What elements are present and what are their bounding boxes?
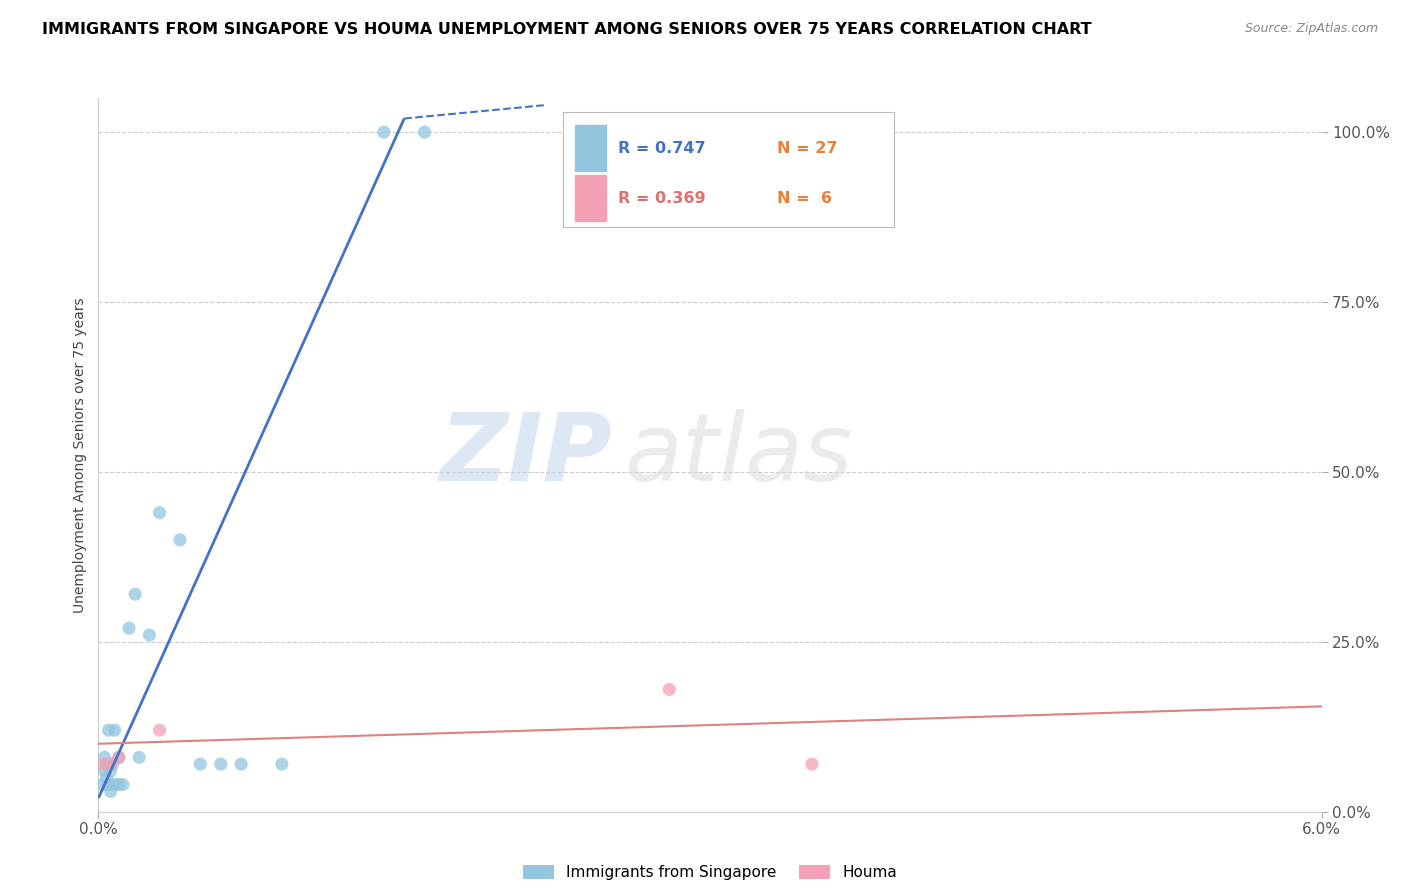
- Text: R = 0.369: R = 0.369: [619, 191, 706, 205]
- Point: [91, 757, 114, 772]
- Point: [231, 757, 253, 772]
- Point: [91, 778, 114, 792]
- Point: [96, 771, 118, 785]
- Point: [100, 764, 122, 778]
- Point: [149, 506, 172, 520]
- Point: [801, 757, 824, 772]
- Point: [138, 628, 160, 642]
- Point: [97, 778, 120, 792]
- Point: [124, 587, 146, 601]
- Point: [104, 778, 127, 792]
- Text: Source: ZipAtlas.com: Source: ZipAtlas.com: [1244, 22, 1378, 36]
- Point: [97, 723, 120, 738]
- Text: N = 27: N = 27: [778, 141, 838, 155]
- Legend: Immigrants from Singapore, Houma: Immigrants from Singapore, Houma: [517, 859, 903, 886]
- Bar: [575, 125, 606, 171]
- Point: [96, 757, 118, 772]
- Point: [100, 784, 122, 798]
- Point: [93, 750, 115, 764]
- Point: [413, 125, 436, 139]
- Bar: [575, 175, 606, 221]
- Text: N =  6: N = 6: [778, 191, 832, 205]
- Point: [93, 764, 115, 778]
- Point: [658, 682, 681, 697]
- Point: [169, 533, 191, 547]
- Point: [101, 757, 124, 772]
- Y-axis label: Unemployment Among Seniors over 75 years: Unemployment Among Seniors over 75 years: [73, 297, 87, 613]
- Point: [188, 757, 212, 772]
- Point: [373, 125, 395, 139]
- Text: ZIP: ZIP: [439, 409, 612, 501]
- Point: [108, 778, 131, 792]
- Point: [128, 750, 150, 764]
- Point: [149, 723, 172, 738]
- Text: atlas: atlas: [624, 409, 852, 500]
- Point: [108, 750, 131, 764]
- Point: [100, 757, 122, 772]
- Text: IMMIGRANTS FROM SINGAPORE VS HOUMA UNEMPLOYMENT AMONG SENIORS OVER 75 YEARS CORR: IMMIGRANTS FROM SINGAPORE VS HOUMA UNEMP…: [42, 22, 1092, 37]
- Text: R = 0.747: R = 0.747: [619, 141, 706, 155]
- Point: [270, 757, 292, 772]
- Point: [111, 778, 134, 792]
- Point: [118, 621, 141, 635]
- Point: [108, 750, 131, 764]
- Point: [209, 757, 232, 772]
- FancyBboxPatch shape: [564, 112, 894, 227]
- Point: [104, 723, 127, 738]
